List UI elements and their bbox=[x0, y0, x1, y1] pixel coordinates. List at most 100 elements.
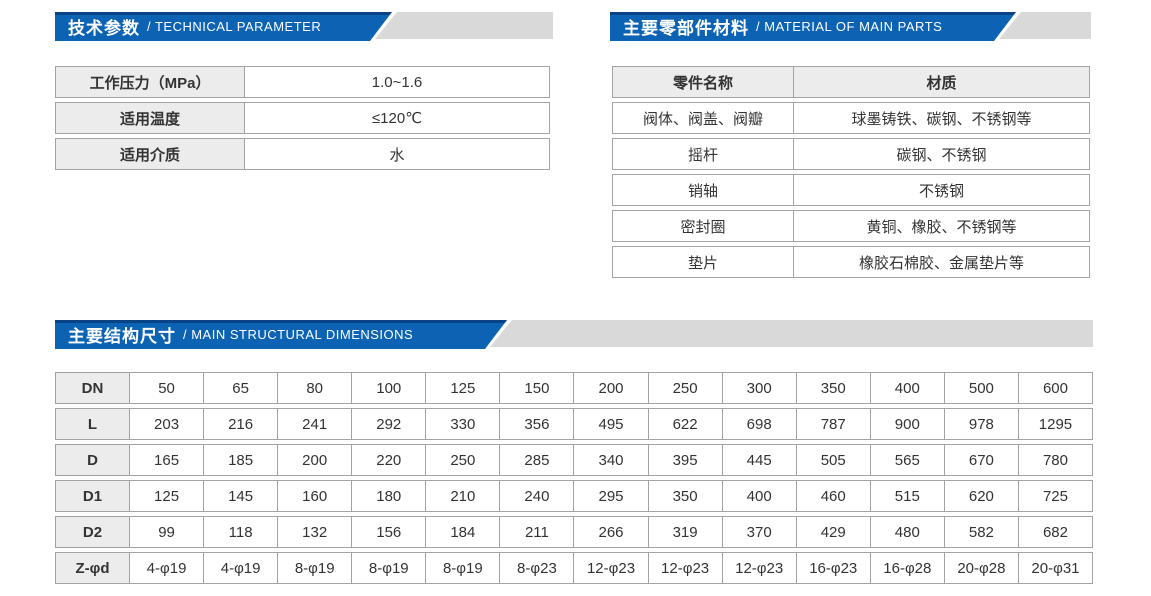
dimension-row-label: Z-φd bbox=[56, 553, 129, 583]
table-row: 销轴 不锈钢 bbox=[612, 174, 1090, 206]
dimension-value: 4-φ19 bbox=[129, 553, 203, 583]
dimension-value: 200 bbox=[277, 445, 351, 475]
dimension-value: 250 bbox=[647, 373, 722, 403]
dimension-value: 185 bbox=[203, 445, 277, 475]
dimension-value: 8-φ19 bbox=[277, 553, 351, 583]
dimension-value: 340 bbox=[573, 445, 647, 475]
dimension-value: 180 bbox=[351, 481, 425, 511]
column-header-material: 材质 bbox=[793, 67, 1089, 97]
section-header-technical: 技术参数 / TECHNICAL PARAMETER bbox=[55, 12, 553, 41]
dimension-value: 565 bbox=[869, 445, 944, 475]
dimension-value: 480 bbox=[869, 517, 944, 547]
dimension-value: 292 bbox=[351, 409, 425, 439]
dimension-value: 725 bbox=[1017, 481, 1092, 511]
table-row: D1 125 145 160 180 210 240 295 350 400 460 515 620 72… bbox=[55, 480, 1093, 512]
dimension-row-label: D2 bbox=[56, 517, 129, 547]
dimension-value: 12-φ23 bbox=[721, 553, 796, 583]
dimension-value: 4-φ19 bbox=[203, 553, 277, 583]
table-row: D 165 185 200 220 250 285 340 395 445 505 565 670 780 bbox=[55, 444, 1093, 476]
dimension-value: 20-φ28 bbox=[943, 553, 1018, 583]
dimension-value: 978 bbox=[943, 409, 1018, 439]
dimension-value: 100 bbox=[351, 373, 425, 403]
dimension-value: 266 bbox=[573, 517, 647, 547]
table-row: 垫片 橡胶石棉胶、金属垫片等 bbox=[612, 246, 1090, 278]
dimension-value: 203 bbox=[129, 409, 203, 439]
parameter-value: 1.0~1.6 bbox=[244, 67, 549, 97]
table-row: L 203 216 241 292 330 356 495 622 698 787 900 978 129… bbox=[55, 408, 1093, 440]
dimension-value: 160 bbox=[277, 481, 351, 511]
dimension-value: 620 bbox=[943, 481, 1018, 511]
dimension-value: 1295 bbox=[1017, 409, 1092, 439]
dimension-value: 12-φ23 bbox=[647, 553, 722, 583]
dimension-value: 350 bbox=[795, 373, 870, 403]
dimension-value: 216 bbox=[203, 409, 277, 439]
dimension-value: 515 bbox=[869, 481, 944, 511]
part-name: 密封圈 bbox=[680, 218, 726, 236]
section-title-en: / MAIN STRUCTURAL DIMENSIONS bbox=[183, 327, 414, 342]
dimension-value: 240 bbox=[499, 481, 573, 511]
part-material: 不锈钢 bbox=[793, 175, 1089, 205]
dimension-row-label: D bbox=[56, 445, 129, 475]
section-header-dimensions: 主要结构尺寸 / MAIN STRUCTURAL DIMENSIONS bbox=[55, 320, 1093, 349]
dimension-value: 370 bbox=[721, 517, 796, 547]
dimension-value: 20-φ31 bbox=[1017, 553, 1092, 583]
dimension-value: 65 bbox=[203, 373, 277, 403]
section-title-en: / MATERIAL OF MAIN PARTS bbox=[756, 19, 943, 34]
dimension-value: 582 bbox=[943, 517, 1018, 547]
dimension-value: 505 bbox=[795, 445, 870, 475]
dimension-value: 8-φ19 bbox=[425, 553, 499, 583]
part-name: 销轴 bbox=[687, 182, 718, 200]
dimension-value: 80 bbox=[277, 373, 351, 403]
dimension-value: 698 bbox=[721, 409, 796, 439]
table-row: D2 99 118 132 156 184 211 266 319 370 429 480 582 682 bbox=[55, 516, 1093, 548]
materials-table: 零件名称 材质 阀体、阀盖、阀瓣 球墨铸铁、碳钢、不锈钢等 摇杆 碳钢、不锈钢 销轴 不锈钢密… bbox=[612, 66, 1090, 282]
dimension-value: 356 bbox=[499, 409, 573, 439]
section-title-bar-technical: 技术参数 / TECHNICAL PARAMETER bbox=[55, 12, 392, 41]
part-name: 阀体、阀盖、阀瓣 bbox=[642, 110, 763, 128]
dimension-value: 118 bbox=[203, 517, 277, 547]
dimension-row-label: D1 bbox=[56, 481, 129, 511]
parameter-name: 工作压力（MPa） bbox=[56, 67, 244, 97]
dimension-row-label: DN bbox=[56, 373, 129, 403]
table-row: Z-φd 4-φ19 4-φ19 8-φ19 8-φ19 8-φ19 8-φ23 12-φ23… bbox=[55, 552, 1093, 584]
header-gray-strip bbox=[375, 12, 553, 39]
part-name: 摇杆 bbox=[687, 146, 718, 164]
dimension-value: 16-φ28 bbox=[869, 553, 944, 583]
dimension-value: 241 bbox=[277, 409, 351, 439]
section-title-bar-materials: 主要零部件材料 / MATERIAL OF MAIN PARTS bbox=[610, 12, 1016, 41]
section-title-bar-dimensions: 主要结构尺寸 / MAIN STRUCTURAL DIMENSIONS bbox=[55, 320, 507, 349]
part-name: 垫片 bbox=[687, 254, 718, 272]
dimension-value: 600 bbox=[1017, 373, 1092, 403]
dimension-value: 319 bbox=[647, 517, 722, 547]
dimension-value: 99 bbox=[129, 517, 203, 547]
parameter-value: ≤120℃ bbox=[244, 103, 549, 133]
part-material: 黄铜、橡胶、不锈钢等 bbox=[793, 211, 1089, 241]
technical-table: 工作压力（MPa） 1.0~1.6 适用温度 ≤120℃ 适用介质水 bbox=[55, 66, 550, 174]
dimension-row-label: L bbox=[56, 409, 129, 439]
dimension-value: 622 bbox=[647, 409, 722, 439]
dimension-value: 8-φ19 bbox=[351, 553, 425, 583]
dimension-value: 125 bbox=[129, 481, 203, 511]
column-header-part: 零件名称 bbox=[613, 67, 793, 97]
dimension-value: 445 bbox=[721, 445, 796, 475]
section-title-zh: 主要零部件材料 bbox=[623, 19, 749, 38]
section-title-en: / TECHNICAL PARAMETER bbox=[147, 19, 322, 34]
table-row: DN 50 65 80 100 125 150 200 250 300 350 400 500 600 bbox=[55, 372, 1093, 404]
dimension-value: 16-φ23 bbox=[795, 553, 870, 583]
dimension-value: 429 bbox=[795, 517, 870, 547]
dimension-value: 220 bbox=[351, 445, 425, 475]
dimension-value: 132 bbox=[277, 517, 351, 547]
dimension-value: 125 bbox=[425, 373, 499, 403]
dimension-value: 330 bbox=[425, 409, 499, 439]
dimensions-table: DN 50 65 80 100 125 150 200 250 300 350 400 500 600 L 2… bbox=[55, 372, 1093, 588]
table-row: 适用温度 ≤120℃ bbox=[55, 102, 550, 134]
dimension-value: 460 bbox=[795, 481, 870, 511]
dimension-value: 350 bbox=[647, 481, 722, 511]
dimension-value: 495 bbox=[573, 409, 647, 439]
table-row: 零件名称 材质 bbox=[612, 66, 1090, 98]
section-title-zh: 技术参数 bbox=[68, 19, 140, 38]
dimension-value: 145 bbox=[203, 481, 277, 511]
dimension-value: 787 bbox=[795, 409, 870, 439]
dimension-value: 682 bbox=[1017, 517, 1092, 547]
